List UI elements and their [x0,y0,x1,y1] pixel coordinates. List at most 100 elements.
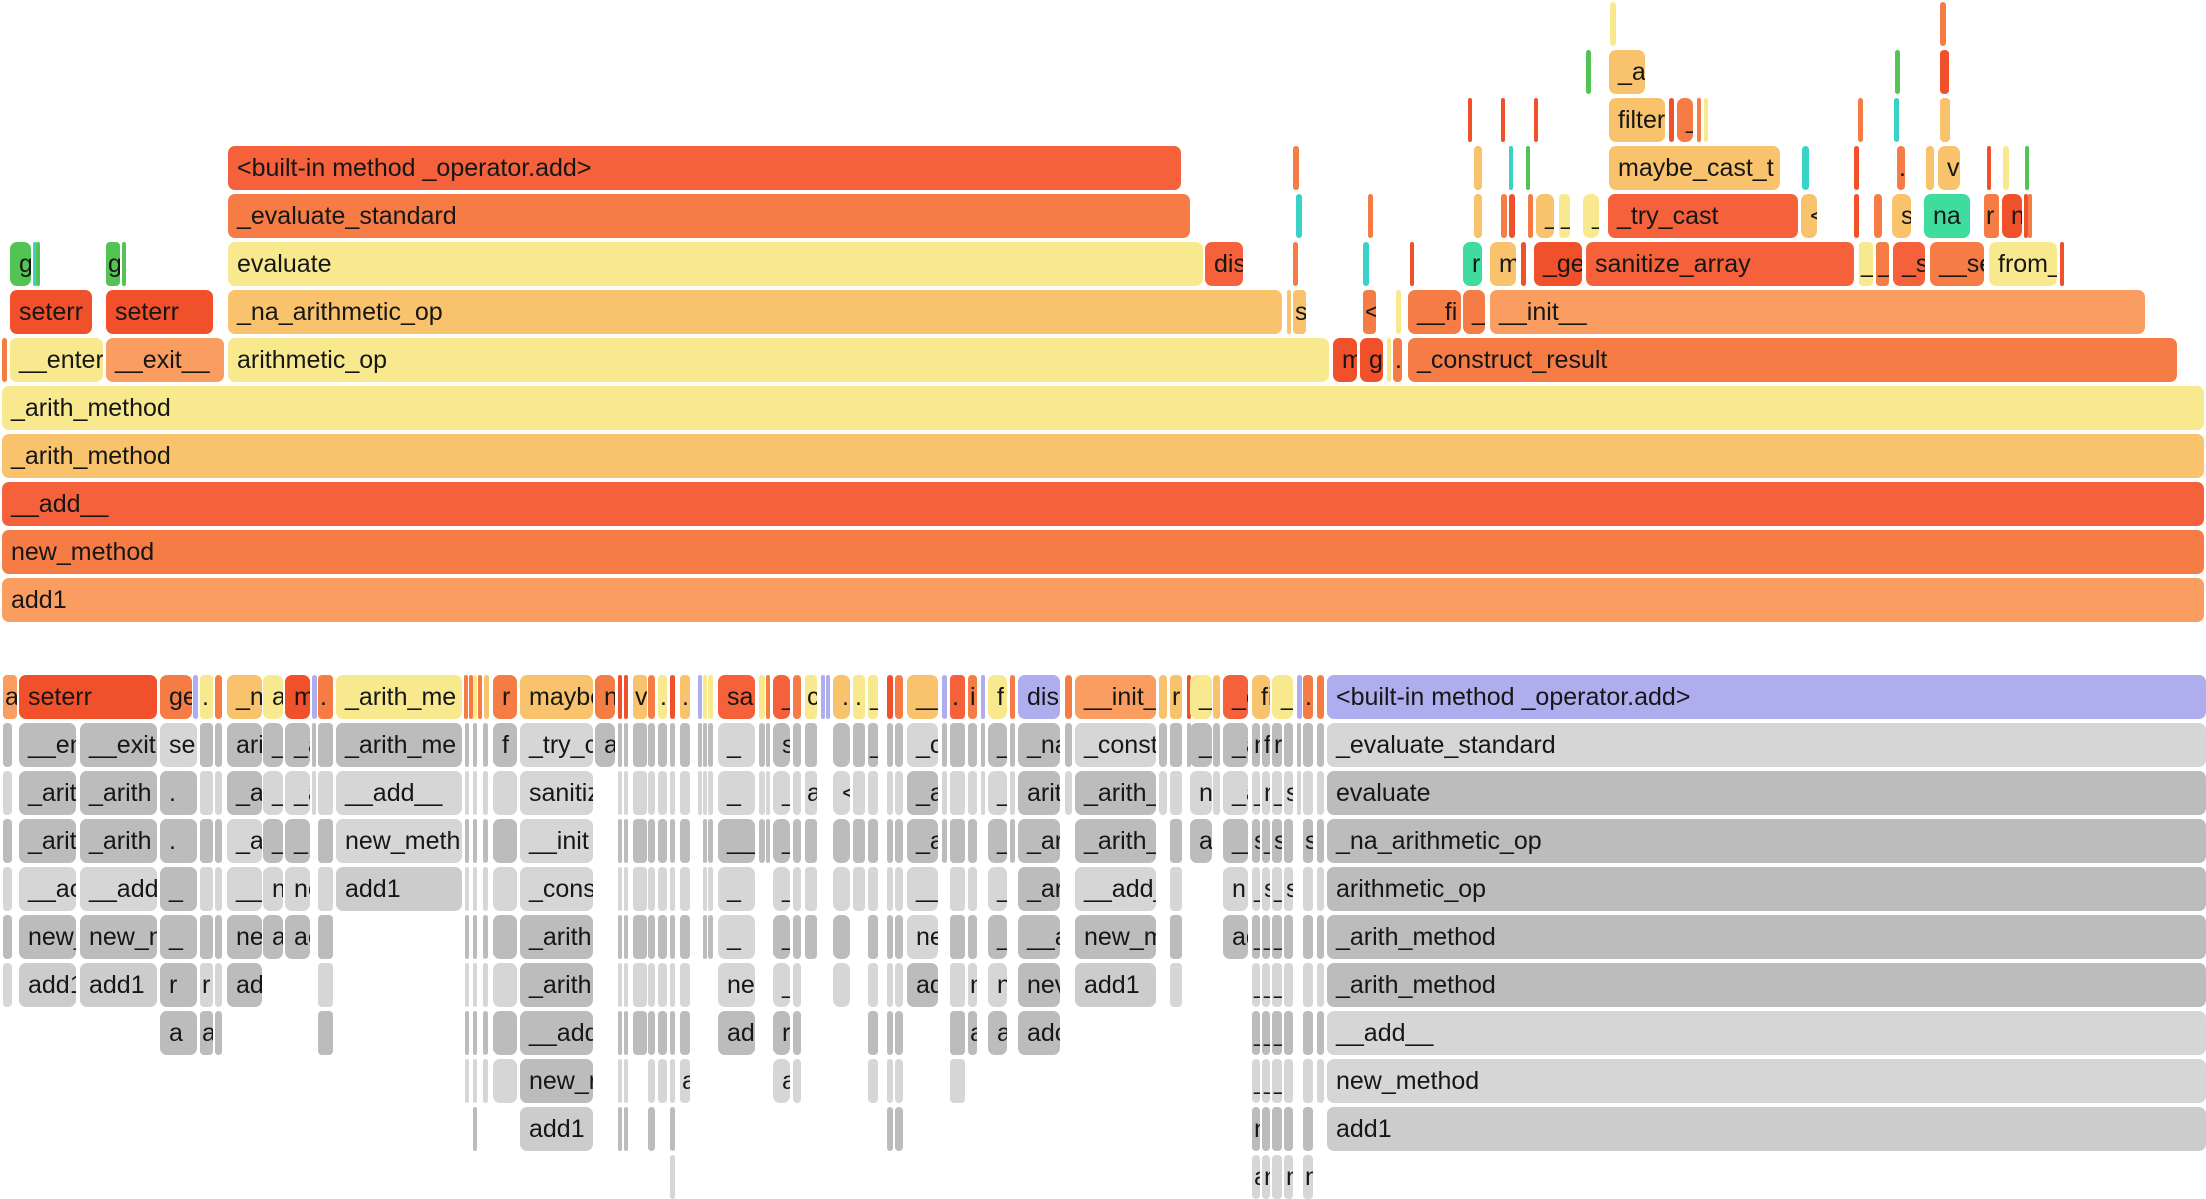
caller-frame[interactable] [633,723,647,767]
caller-frame[interactable]: add1 [1327,1107,2206,1151]
caller-frame[interactable]: _ [1272,915,1282,959]
caller-frame[interactable] [703,723,707,767]
leaf-frame[interactable]: disp [1018,675,1060,719]
caller-frame[interactable]: a [595,723,615,767]
leaf-frame[interactable]: maybe [520,675,593,719]
leaf-frame[interactable] [1010,675,1015,719]
leaf-frame[interactable] [464,675,468,719]
caller-frame[interactable] [680,771,690,815]
caller-frame[interactable]: _try_c [520,723,593,767]
frame[interactable] [1509,194,1515,238]
frame[interactable]: _ [1463,290,1485,334]
caller-frame[interactable] [670,819,675,863]
caller-frame[interactable] [465,915,469,959]
caller-frame[interactable] [3,723,12,767]
caller-frame[interactable] [318,819,333,863]
leaf-frame[interactable] [942,675,947,719]
leaf-frame[interactable] [469,675,473,719]
caller-frame[interactable]: __add [520,1011,593,1055]
caller-frame[interactable]: _ [1272,963,1282,1007]
frame[interactable] [1854,194,1859,238]
leaf-frame[interactable]: . [658,675,667,719]
caller-frame[interactable] [648,963,655,1007]
caller-frame[interactable]: _ [1262,1059,1270,1103]
caller-frame[interactable] [698,771,702,815]
caller-frame[interactable]: __ac [19,867,76,911]
caller-frame[interactable] [618,819,622,863]
caller-frame[interactable]: n [1252,723,1260,767]
caller-frame[interactable] [624,867,628,911]
caller-frame[interactable] [483,1059,488,1103]
caller-frame[interactable]: a [160,1011,197,1055]
leaf-frame[interactable] [1187,675,1191,719]
frame[interactable] [1697,98,1701,142]
leaf-frame[interactable]: . [680,675,690,719]
frame[interactable] [1940,2,1946,46]
caller-frame[interactable] [833,819,850,863]
caller-frame[interactable]: r [1272,723,1282,767]
caller-frame[interactable] [680,963,690,1007]
caller-frame[interactable] [895,867,903,911]
caller-frame[interactable] [805,867,817,911]
caller-frame[interactable] [483,819,488,863]
caller-frame[interactable] [981,771,985,815]
frame[interactable] [1287,290,1291,334]
caller-frame[interactable] [1284,1107,1293,1151]
caller-frame[interactable] [942,819,947,863]
caller-frame[interactable] [868,915,878,959]
caller-frame[interactable] [658,1011,667,1055]
caller-frame[interactable] [853,867,865,911]
frame[interactable]: filter [1609,98,1665,142]
caller-frame[interactable] [618,1011,622,1055]
caller-frame[interactable]: _ [1252,963,1260,1007]
caller-frame[interactable] [895,1107,903,1151]
caller-frame[interactable]: _ [988,723,1007,767]
frame[interactable] [1396,290,1401,334]
caller-frame[interactable] [1284,723,1293,767]
caller-frame[interactable] [968,771,977,815]
caller-frame[interactable]: _evaluate_standard [1327,723,2206,767]
caller-frame[interactable] [680,819,690,863]
caller-frame[interactable]: _arith [520,963,593,1007]
caller-frame[interactable] [200,723,213,767]
frame[interactable]: _arith_method [2,386,2204,430]
caller-frame[interactable]: n [1252,1107,1260,1151]
frame[interactable]: arithmetic_op [228,338,1329,382]
caller-frame[interactable] [950,963,965,1007]
caller-frame[interactable] [493,1011,517,1055]
caller-frame[interactable] [895,1011,903,1055]
caller-frame[interactable]: _ [1272,1011,1282,1055]
leaf-frame[interactable] [1213,675,1220,719]
caller-frame[interactable] [793,771,801,815]
caller-frame[interactable]: _ [263,723,283,767]
caller-frame[interactable] [200,867,213,911]
leaf-frame[interactable]: _ [1272,675,1293,719]
caller-frame[interactable] [1284,1059,1293,1103]
leaf-frame[interactable] [478,675,482,719]
caller-frame[interactable] [942,771,947,815]
caller-frame[interactable] [853,771,865,815]
caller-frame[interactable] [708,771,713,815]
caller-frame[interactable]: _cons [520,867,593,911]
leaf-frame[interactable] [215,675,222,719]
caller-frame[interactable]: s [1272,819,1282,863]
caller-frame[interactable] [1284,1011,1293,1055]
caller-frame[interactable] [483,1011,488,1055]
caller-frame[interactable]: f [493,723,517,767]
caller-frame[interactable] [465,1011,469,1055]
leaf-frame[interactable] [624,675,628,719]
caller-frame[interactable] [670,963,675,1007]
caller-frame[interactable]: add1 [19,963,76,1007]
leaf-frame[interactable]: _ [1190,675,1212,719]
caller-frame[interactable]: ad [1223,915,1248,959]
leaf-frame[interactable]: _ [868,675,878,719]
frame[interactable] [1526,146,1530,190]
caller-frame[interactable]: _ [773,963,790,1007]
caller-frame[interactable] [833,963,850,1007]
frame[interactable]: seterr [106,290,213,334]
caller-frame[interactable] [624,1059,628,1103]
leaf-frame[interactable]: n [595,675,615,719]
caller-frame[interactable] [493,867,517,911]
leaf-frame[interactable]: _arith_me [336,675,462,719]
caller-frame[interactable]: a [263,915,283,959]
